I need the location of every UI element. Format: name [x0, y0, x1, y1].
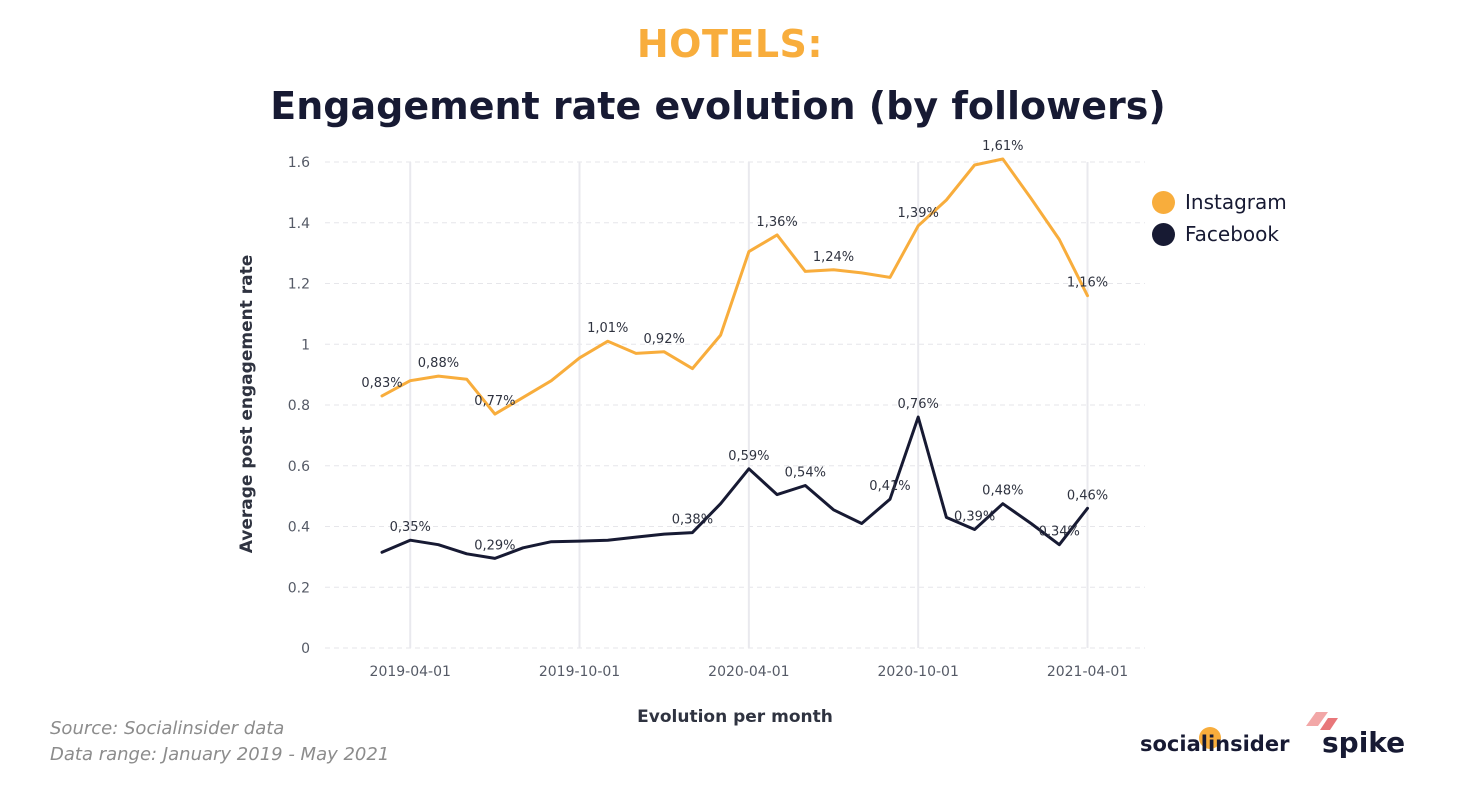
data-label-instagram: 1,16% [1067, 276, 1108, 291]
x-tick-label: 2019-10-01 [539, 664, 620, 680]
data-label-instagram: 0,88% [418, 356, 459, 371]
x-axis-title: Evolution per month [637, 707, 833, 727]
data-label-instagram: 0,92% [644, 332, 685, 347]
data-label-instagram: 1,01% [587, 321, 628, 336]
legend-item-facebook: Facebook [1152, 218, 1287, 250]
data-label-facebook: 0,48% [982, 484, 1023, 499]
socialinsider-logo-dot [1199, 727, 1221, 749]
data-label-facebook: 0,41% [869, 479, 910, 494]
source-note: Source: Socialinsider data Data range: J… [50, 716, 389, 768]
data-range-line: Data range: January 2019 - May 2021 [50, 744, 390, 765]
data-label-instagram: 1,61% [982, 139, 1023, 154]
chart-kicker: HOTELS: [636, 22, 824, 66]
data-label-facebook: 0,39% [954, 510, 995, 525]
series-line-instagram [380, 157, 1089, 416]
legend-swatch-facebook [1152, 222, 1175, 246]
data-label-facebook: 0,76% [898, 397, 939, 412]
y-tick-label: 0.8 [288, 398, 310, 414]
x-tick-label: 2020-10-01 [877, 664, 958, 680]
legend-label-instagram: Instagram [1185, 190, 1287, 214]
x-tick-label: 2021-04-01 [1047, 664, 1128, 680]
data-label-facebook: 0,29% [474, 538, 515, 553]
y-tick-label: 0.2 [288, 580, 310, 596]
data-label-facebook: 0,38% [672, 513, 713, 528]
x-tick-label: 2020-04-01 [708, 664, 789, 680]
x-tick-label: 2019-04-01 [370, 664, 451, 680]
data-label-instagram: 1,36% [756, 215, 797, 230]
data-label-facebook: 0,54% [785, 465, 826, 480]
legend-swatch-instagram [1152, 190, 1175, 214]
chart-title: Engagement rate evolution (by followers) [270, 84, 1166, 128]
y-tick-label: 0 [301, 641, 310, 657]
data-label-instagram: 1,24% [813, 250, 854, 265]
spike-logo-mark [1306, 712, 1338, 730]
series-line-facebook [380, 415, 1089, 560]
legend-label-facebook: Facebook [1185, 222, 1279, 246]
y-tick-label: 1.2 [288, 277, 310, 293]
data-label-facebook: 0,35% [390, 520, 431, 535]
chart-legend: Instagram Facebook [1152, 186, 1287, 250]
y-tick-label: 1 [301, 337, 310, 353]
data-label-facebook: 0,34% [1039, 525, 1080, 540]
data-label-instagram: 1,39% [898, 206, 939, 221]
data-label-instagram: 0,83% [361, 376, 402, 391]
source-line: Source: Socialinsider data [50, 718, 285, 739]
spike-logo: spike [1322, 726, 1406, 759]
y-tick-label: 0.6 [288, 459, 310, 475]
y-axis-title: Average post engagement rate [237, 255, 257, 554]
data-label-instagram: 0,77% [474, 394, 515, 409]
y-tick-label: 0.4 [288, 520, 310, 536]
socialinsider-logo: socialinsider [1140, 732, 1290, 756]
data-label-facebook: 0,59% [728, 449, 769, 464]
y-tick-label: 1.6 [288, 155, 310, 171]
y-tick-label: 1.4 [288, 216, 310, 232]
legend-item-instagram: Instagram [1152, 186, 1287, 218]
data-label-facebook: 0,46% [1067, 488, 1108, 503]
